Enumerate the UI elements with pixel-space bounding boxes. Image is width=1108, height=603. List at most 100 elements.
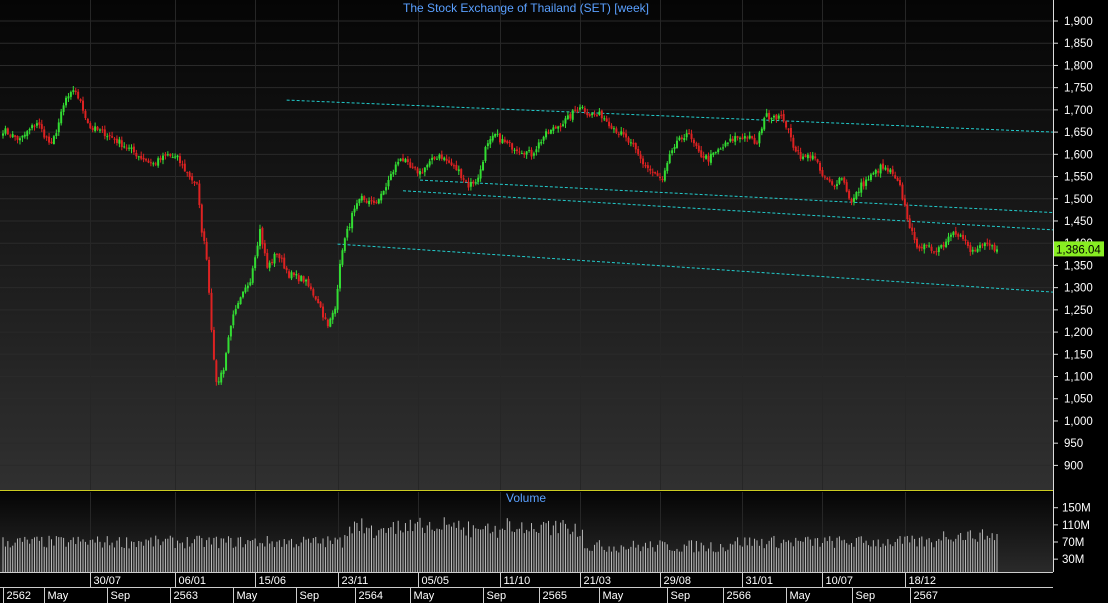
candle: [600, 109, 603, 123]
candle: [307, 276, 310, 288]
candle-body: [261, 227, 264, 245]
candle: [675, 136, 678, 149]
period-tick-label: May: [414, 590, 435, 602]
candle: [644, 162, 647, 169]
candle: [671, 148, 674, 156]
candle: [869, 172, 872, 182]
candle: [566, 111, 569, 121]
candle: [368, 197, 371, 207]
candle-body: [707, 155, 710, 162]
candle: [962, 230, 965, 241]
candle: [174, 153, 177, 159]
candle-body: [545, 131, 548, 138]
candle: [128, 144, 131, 152]
candle: [237, 300, 240, 309]
candle: [780, 110, 783, 119]
candle: [261, 226, 264, 249]
candle: [55, 129, 58, 139]
candle: [775, 113, 778, 123]
candle-body: [528, 150, 531, 152]
candle: [911, 223, 914, 235]
candle: [903, 194, 906, 207]
candle: [615, 126, 618, 135]
candle-body: [923, 244, 926, 250]
candle: [375, 199, 378, 205]
candle-body: [758, 132, 761, 144]
candle: [588, 113, 591, 118]
candle-body: [186, 172, 189, 174]
last-value-label: 1,386.04: [1056, 244, 1101, 256]
candle: [469, 178, 472, 191]
candle: [191, 172, 194, 185]
candle-body: [348, 226, 351, 229]
candle: [765, 108, 768, 118]
candle: [942, 241, 945, 251]
candle: [404, 157, 407, 163]
candle-body: [537, 142, 540, 149]
candle-body: [162, 155, 165, 161]
candle: [649, 165, 652, 175]
candle: [884, 165, 887, 171]
candle-body: [312, 289, 315, 296]
candle-body: [814, 156, 817, 159]
candle-body: [639, 154, 642, 159]
candle: [438, 153, 441, 161]
candle-body: [722, 147, 725, 149]
candle-body: [692, 139, 695, 144]
candle: [661, 176, 664, 183]
candle-body: [777, 115, 780, 119]
candle-body: [438, 154, 441, 159]
candle-body: [130, 147, 133, 149]
candle-body: [128, 147, 131, 149]
candle: [503, 136, 506, 144]
candle: [336, 284, 339, 313]
candle: [135, 149, 138, 160]
candle: [751, 135, 754, 140]
candle-body: [52, 136, 55, 145]
candle-body: [455, 164, 458, 171]
candle: [530, 147, 533, 160]
candle: [535, 146, 538, 156]
candle-body: [976, 248, 979, 252]
candle-body: [132, 146, 135, 153]
candle-body: [811, 155, 814, 160]
candle-body: [137, 156, 140, 158]
date-tick-label: 29/08: [664, 575, 692, 587]
candle-body: [935, 251, 938, 253]
candle-body: [554, 126, 557, 129]
candle-body: [741, 137, 744, 140]
candle: [198, 180, 201, 209]
candle: [983, 242, 986, 250]
candle: [45, 135, 48, 141]
trendlines[interactable]: [286, 99, 1054, 293]
candle-body: [249, 282, 252, 286]
candle: [445, 154, 448, 165]
candle-body: [552, 127, 555, 131]
candle: [166, 151, 169, 157]
candle-body: [957, 233, 960, 237]
candle-body: [518, 151, 521, 153]
candle: [576, 106, 579, 114]
candle: [23, 131, 26, 139]
price-tick-label: 1,250: [1064, 305, 1093, 317]
candle-body: [748, 135, 751, 139]
candle-body: [688, 132, 691, 134]
candle-body: [254, 257, 257, 269]
candle: [418, 168, 421, 179]
candle-body: [472, 181, 475, 184]
candle-body: [991, 245, 994, 247]
candle-body: [612, 128, 615, 130]
candle-body: [615, 128, 618, 133]
price-tick-label: 1,200: [1064, 327, 1093, 339]
candle-body: [930, 246, 933, 251]
candle: [423, 167, 426, 177]
candle: [680, 134, 683, 143]
price-tick-label: 1,050: [1064, 394, 1093, 406]
candle: [683, 134, 686, 143]
candle-body: [460, 169, 463, 179]
candle-body: [271, 261, 274, 263]
candle: [280, 255, 283, 263]
candle-body: [882, 163, 885, 169]
candle: [867, 175, 870, 181]
